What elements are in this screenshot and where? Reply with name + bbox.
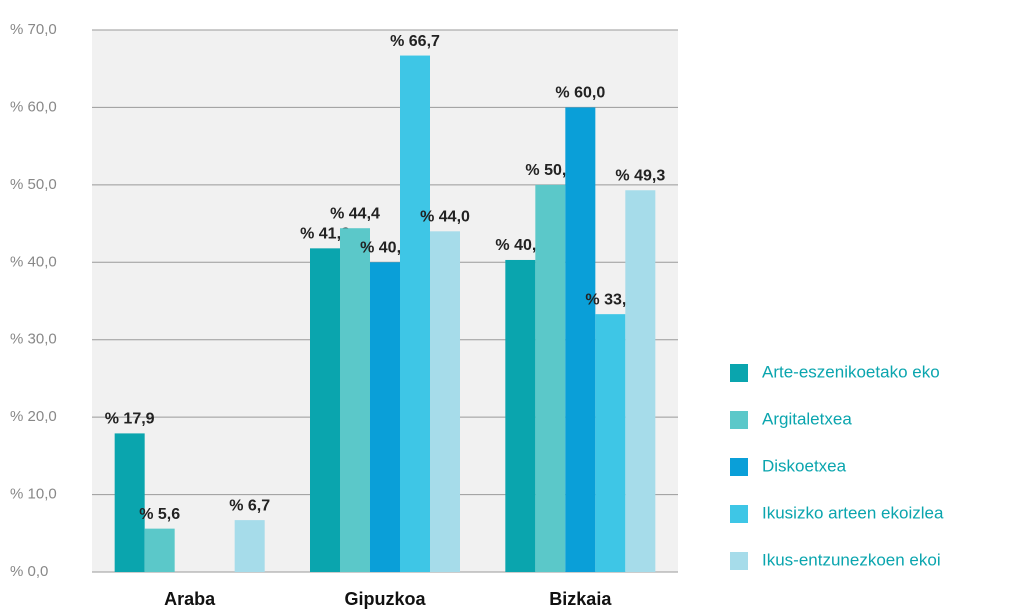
y-tick-label: % 10,0 [10, 486, 57, 503]
y-tick-label: % 20,0 [10, 408, 57, 425]
legend-label: Arte-eszenikoetako eko [762, 362, 940, 381]
legend-swatch [730, 458, 748, 476]
legend-label: Ikusizko arteen ekoizlea [762, 503, 944, 522]
data-label: % 33,3 [585, 291, 635, 308]
data-label: % 5,6 [139, 506, 180, 523]
bar [234, 520, 265, 572]
bar [144, 528, 175, 572]
data-label: % 50,0 [525, 162, 575, 179]
data-label: % 66,7 [390, 33, 440, 50]
bar [505, 259, 536, 572]
x-tick-label: Araba [164, 589, 216, 609]
data-label: % 44,4 [330, 205, 380, 222]
data-label: % 40,3 [495, 237, 545, 254]
bar [340, 228, 370, 572]
legend-label: Diskoetxea [762, 456, 847, 475]
bar [310, 248, 340, 572]
bar [430, 231, 460, 573]
legend-swatch [730, 505, 748, 523]
bar [400, 55, 430, 572]
bar [595, 314, 626, 572]
bar [565, 107, 596, 572]
data-label: % 6,7 [229, 497, 270, 514]
bar [625, 190, 656, 572]
y-tick-label: % 50,0 [10, 176, 57, 193]
data-label: % 40,0 [360, 240, 410, 257]
legend-swatch [730, 411, 748, 429]
legend-swatch [730, 552, 748, 570]
legend-label: Ikus-entzunezkoen ekoi [762, 550, 941, 569]
data-label: % 44,0 [420, 209, 470, 226]
bar [370, 262, 400, 572]
legend-label: Argitaletxea [762, 409, 852, 428]
y-tick-label: % 0,0 [10, 563, 48, 580]
x-tick-label: Gipuzkoa [344, 589, 426, 609]
data-label: % 41,8 [300, 226, 350, 243]
data-label: % 49,3 [615, 167, 665, 184]
bar [114, 433, 145, 572]
x-tick-label: Bizkaia [549, 589, 612, 609]
y-tick-label: % 30,0 [10, 331, 57, 348]
data-label: % 60,0 [555, 85, 605, 102]
bar [535, 184, 566, 572]
data-label: % 17,9 [105, 411, 155, 428]
y-tick-label: % 70,0 [10, 21, 57, 38]
legend-swatch [730, 364, 748, 382]
y-tick-label: % 40,0 [10, 253, 57, 270]
y-tick-label: % 60,0 [10, 98, 57, 115]
